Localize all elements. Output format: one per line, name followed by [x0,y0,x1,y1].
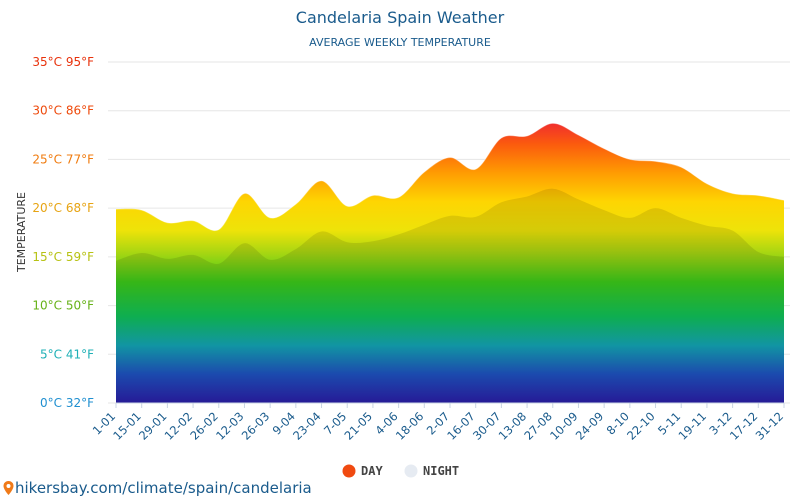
x-tick-label: 24-09 [573,409,607,443]
night-point[interactable] [474,215,478,219]
night-point[interactable] [320,230,324,234]
day-temperature-area [116,123,784,404]
day-point[interactable] [782,198,786,202]
y-tick-label: 0°C 32°F [40,396,94,410]
night-point[interactable] [628,216,632,220]
day-point[interactable] [448,155,452,159]
x-tick-label: 17-12 [727,409,761,443]
x-tick-label: 18-06 [393,409,427,443]
source-link[interactable]: hikersbay.com/climate/spain/candelaria [3,479,312,497]
day-point[interactable] [731,192,735,196]
night-point[interactable] [731,229,735,233]
day-point[interactable] [576,133,580,137]
y-tick-label: 10°C 50°F [32,299,94,313]
day-point[interactable] [165,221,169,225]
night-point[interactable] [242,241,246,245]
day-point[interactable] [551,121,555,125]
day-point[interactable] [397,195,401,199]
day-point[interactable] [474,167,478,171]
map-pin-icon [3,481,14,495]
day-point[interactable] [191,219,195,223]
x-axis: 1-0115-0129-0112-0226-0212-0326-039-0423… [90,402,787,443]
day-point[interactable] [140,208,144,212]
x-tick-label: 15-01 [110,409,144,443]
day-point[interactable] [217,228,221,232]
night-point[interactable] [371,239,375,243]
y-tick-label: 5°C 41°F [40,347,94,361]
day-point[interactable] [320,179,324,183]
x-tick-label: 12-02 [162,409,196,443]
night-point[interactable] [268,258,272,262]
night-point[interactable] [602,208,606,212]
y-tick-label: 20°C 68°F [32,201,94,215]
x-tick-label: 29-01 [136,409,170,443]
y-tick-label: 30°C 86°F [32,104,94,118]
night-point[interactable] [217,262,221,266]
y-axis-label: TEMPERATURE [15,192,28,273]
plot-areas [114,121,786,404]
legend-night-label[interactable]: NIGHT [423,464,459,478]
legend-night-marker[interactable] [404,464,418,478]
day-point[interactable] [499,136,503,140]
night-point[interactable] [345,240,349,244]
x-tick-label: 19-11 [676,409,710,443]
night-point[interactable] [782,255,786,259]
day-point[interactable] [705,182,709,186]
y-axis-ticks: 35°C 95°F 30°C 86°F 25°C 77°F 20°C 68°F 15°C… [32,55,94,410]
day-point[interactable] [371,193,375,197]
night-point[interactable] [140,251,144,255]
night-point[interactable] [525,194,529,198]
y-tick-label: 15°C 59°F [32,250,94,264]
x-tick-label: 27-08 [521,409,555,443]
chart-subtitle: AVERAGE WEEKLY TEMPERATURE [309,36,491,49]
night-point[interactable] [654,206,658,210]
x-tick-label: 16-07 [444,409,478,443]
day-point[interactable] [114,207,118,211]
x-tick-label: 21-05 [342,409,376,443]
x-tick-label: 26-02 [187,409,221,443]
night-point[interactable] [191,253,195,257]
chart-title: Candelaria Spain Weather [296,8,505,27]
x-tick-label: 12-03 [213,409,247,443]
night-point[interactable] [294,247,298,251]
day-point[interactable] [679,165,683,169]
night-point[interactable] [165,257,169,261]
x-tick-label: 30-07 [470,409,504,443]
day-point[interactable] [242,192,246,196]
legend: DAY NIGHT [342,464,459,478]
night-point[interactable] [679,216,683,220]
day-point[interactable] [756,193,760,197]
night-point[interactable] [705,224,709,228]
x-tick-label: 26-03 [239,409,273,443]
x-tick-label: 13-08 [496,409,530,443]
day-point[interactable] [345,204,349,208]
day-point[interactable] [654,159,658,163]
night-point[interactable] [551,187,555,191]
legend-day-marker[interactable] [342,464,356,478]
legend-day-label[interactable]: DAY [361,464,383,478]
y-tick-label: 25°C 77°F [32,152,94,166]
night-point[interactable] [422,223,426,227]
day-point[interactable] [294,202,298,206]
night-point[interactable] [114,259,118,263]
y-tick-label: 35°C 95°F [32,55,94,69]
day-point[interactable] [525,134,529,138]
day-point[interactable] [602,147,606,151]
night-point[interactable] [397,232,401,236]
source-url: hikersbay.com/climate/spain/candelaria [15,479,312,497]
x-tick-label: 22-10 [624,409,658,443]
x-tick-label: 31-12 [753,409,787,443]
x-tick-label: 23-04 [290,409,324,443]
day-temperature-line [115,122,785,232]
day-point[interactable] [628,157,632,161]
night-point[interactable] [448,214,452,218]
night-point[interactable] [756,250,760,254]
x-tick-label: 10-09 [547,409,581,443]
night-point[interactable] [576,197,580,201]
night-temperature-area [116,188,784,403]
night-point[interactable] [499,200,503,204]
day-point[interactable] [268,216,272,220]
day-point[interactable] [422,170,426,174]
